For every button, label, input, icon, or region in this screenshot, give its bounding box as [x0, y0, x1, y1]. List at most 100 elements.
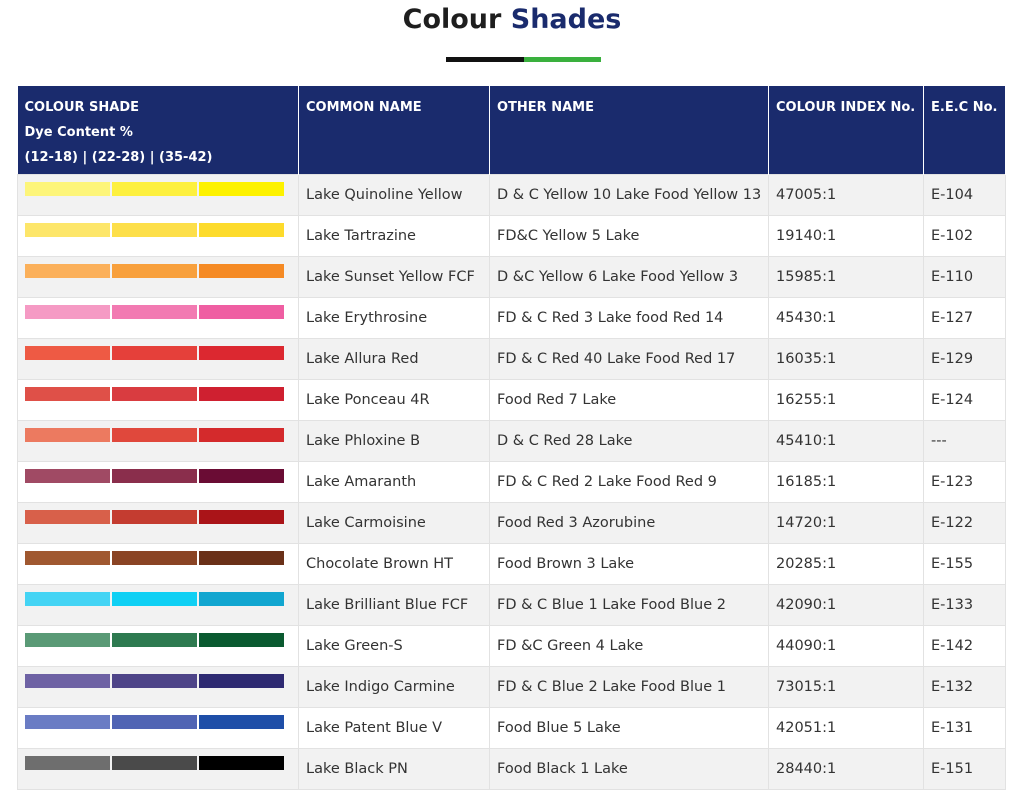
swatch-cell	[17, 584, 299, 626]
colour-swatch	[112, 346, 197, 360]
common-name: Lake Allura Red	[298, 338, 490, 380]
common-name: Lake Black PN	[298, 748, 490, 790]
colour-swatch	[112, 469, 197, 483]
other-name: Food Red 7 Lake	[489, 379, 769, 421]
colour-swatch	[199, 182, 284, 196]
colour-index: 42051:1	[768, 707, 924, 749]
other-name: FD & C Red 3 Lake food Red 14	[489, 297, 769, 339]
eec: E-133	[923, 584, 1006, 626]
header-row: COLOUR SHADE Dye Content % (12-18) | (22-2…	[17, 86, 1006, 175]
title-part: Colour	[402, 4, 502, 35]
colour-swatch	[112, 715, 197, 729]
eec: E-151	[923, 748, 1006, 790]
colour-swatch	[199, 469, 284, 483]
other-name: FD & C Blue 1 Lake Food Blue 2	[489, 584, 769, 626]
colour-swatch	[25, 551, 110, 565]
underline-black	[446, 57, 524, 62]
table-row: Lake Sunset Yellow FCF D &C Yellow 6 Lake…	[17, 256, 1006, 298]
table-row: Lake Tartrazine FD&C Yellow 5 Lake 19140:1…	[17, 215, 1006, 257]
colour-swatch	[112, 551, 197, 565]
shade-table: COLOUR SHADE Dye Content % (12-18) | (22-2…	[17, 86, 1006, 790]
colour-swatch	[112, 387, 197, 401]
eec: E-124	[923, 379, 1006, 421]
eec: E-127	[923, 297, 1006, 339]
table-row: Lake Indigo Carmine FD & C Blue 2 Lake Fo…	[17, 666, 1006, 708]
colour-swatch	[199, 551, 284, 565]
eec: E-123	[923, 461, 1006, 503]
column-header: E.E.C No.	[923, 86, 1006, 175]
title-underline	[446, 57, 601, 62]
other-name: FD &C Green 4 Lake	[489, 625, 769, 667]
colour-swatch	[199, 674, 284, 688]
colour-swatch	[199, 428, 284, 442]
swatch-cell	[17, 666, 299, 708]
colour-swatch	[199, 305, 284, 319]
table-row: Lake Black PN Food Black 1 Lake 28440:1 E-1…	[17, 748, 1006, 790]
colour-index: 44090:1	[768, 625, 924, 667]
eec: E-155	[923, 543, 1006, 585]
table-row: Lake Green-S FD &C Green 4 Lake 44090:1 E-1…	[17, 625, 1006, 667]
colour-swatch	[112, 510, 197, 524]
colour-swatch	[112, 223, 197, 237]
swatch-cell	[17, 502, 299, 544]
column-header-text: OTHER NAME	[497, 100, 594, 115]
colour-swatch	[25, 305, 110, 319]
colour-swatch	[112, 633, 197, 647]
other-name: FD & C Blue 2 Lake Food Blue 1	[489, 666, 769, 708]
swatch-cell	[17, 379, 299, 421]
eec: E-102	[923, 215, 1006, 257]
column-header: COMMON NAME	[298, 86, 490, 175]
colour-index: 45410:1	[768, 420, 924, 462]
other-name: FD & C Red 40 Lake Food Red 17	[489, 338, 769, 380]
colour-swatch	[25, 715, 110, 729]
common-name: Lake Patent Blue V	[298, 707, 490, 749]
table-head: COLOUR SHADE Dye Content % (12-18) | (22-2…	[17, 86, 1006, 175]
common-name: Lake Green-S	[298, 625, 490, 667]
colour-index: 73015:1	[768, 666, 924, 708]
colour-swatch	[199, 510, 284, 524]
table-row: Lake Carmoisine Food Red 3 Azorubine 14720…	[17, 502, 1006, 544]
colour-swatch	[199, 756, 284, 770]
column-header-text: COMMON NAME	[306, 100, 422, 115]
table-row: Lake Quinoline Yellow D & C Yellow 10 Lak…	[17, 174, 1006, 216]
colour-swatch	[112, 182, 197, 196]
colour-swatch	[112, 756, 197, 770]
other-name: FD & C Red 2 Lake Food Red 9	[489, 461, 769, 503]
common-name: Lake Amaranth	[298, 461, 490, 503]
swatch-cell	[17, 338, 299, 380]
eec: E-129	[923, 338, 1006, 380]
table-row: Lake Patent Blue V Food Blue 5 Lake 42051:…	[17, 707, 1006, 749]
swatch-cell	[17, 543, 299, 585]
colour-swatch	[25, 182, 110, 196]
common-name: Lake Carmoisine	[298, 502, 490, 544]
colour-swatch	[25, 469, 110, 483]
table-row: Chocolate Brown HT Food Brown 3 Lake 20285…	[17, 543, 1006, 585]
eec: E-142	[923, 625, 1006, 667]
colour-swatch	[199, 223, 284, 237]
swatch-cell	[17, 297, 299, 339]
colour-swatch	[112, 305, 197, 319]
swatch-cell	[17, 420, 299, 462]
common-name: Lake Brilliant Blue FCF	[298, 584, 490, 626]
other-name: FD&C Yellow 5 Lake	[489, 215, 769, 257]
other-name: D & C Yellow 10 Lake Food Yellow 13	[489, 174, 769, 216]
colour-swatch	[112, 428, 197, 442]
colour-index: 15985:1	[768, 256, 924, 298]
colour-index: 28440:1	[768, 748, 924, 790]
shade-ranges: (12-18) | (22-28) | (35-42)	[24, 150, 213, 165]
eec: E-122	[923, 502, 1006, 544]
colour-swatch	[25, 510, 110, 524]
colour-swatch	[25, 633, 110, 647]
colour-swatch	[199, 592, 284, 606]
common-name: Lake Erythrosine	[298, 297, 490, 339]
eec: E-104	[923, 174, 1006, 216]
eec: ---	[923, 420, 1006, 462]
table-row: Lake Amaranth FD & C Red 2 Lake Food Red …	[17, 461, 1006, 503]
title: Colour Shades	[0, 4, 1024, 35]
colour-swatch	[112, 264, 197, 278]
other-name: Food Red 3 Azorubine	[489, 502, 769, 544]
colour-index: 16185:1	[768, 461, 924, 503]
colour-index: 45430:1	[768, 297, 924, 339]
table-row: Lake Allura Red FD & C Red 40 Lake Food R…	[17, 338, 1006, 380]
common-name: Lake Phloxine B	[298, 420, 490, 462]
